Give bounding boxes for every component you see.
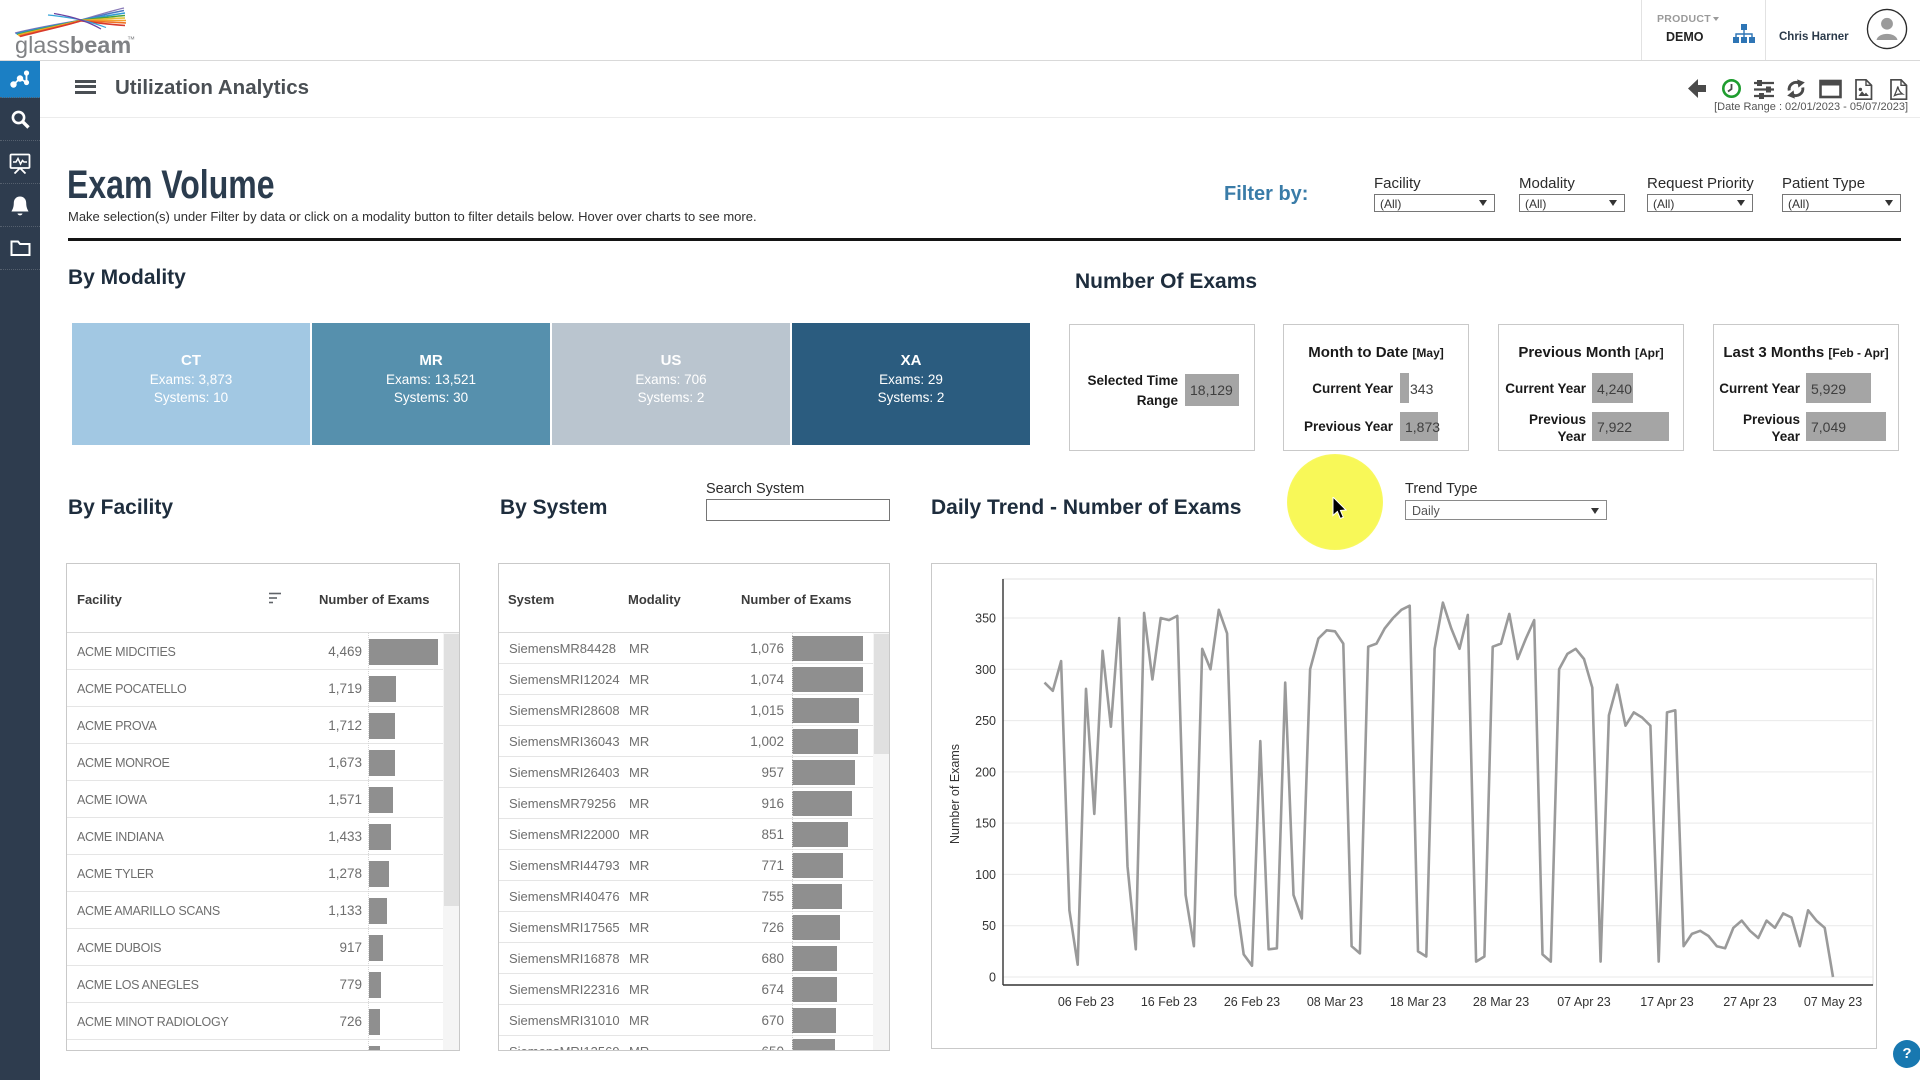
svg-text:50: 50 [982,919,996,933]
svg-text:17 Apr 23: 17 Apr 23 [1640,995,1694,1009]
svg-text:100: 100 [975,868,996,882]
svg-text:08 Mar 23: 08 Mar 23 [1307,995,1363,1009]
svg-text:™: ™ [127,35,135,44]
svg-text:250: 250 [975,714,996,728]
svg-text:350: 350 [975,612,996,626]
svg-text:27 Apr 23: 27 Apr 23 [1723,995,1777,1009]
svg-text:150: 150 [975,817,996,831]
svg-text:Number of Exams: Number of Exams [948,744,962,844]
svg-text:glassbeam: glassbeam [15,32,131,58]
svg-text:28 Mar 23: 28 Mar 23 [1473,995,1529,1009]
svg-text:18 Mar 23: 18 Mar 23 [1390,995,1446,1009]
svg-text:300: 300 [975,663,996,677]
svg-text:26 Feb 23: 26 Feb 23 [1224,995,1280,1009]
svg-text:200: 200 [975,765,996,779]
svg-text:16 Feb 23: 16 Feb 23 [1141,995,1197,1009]
svg-text:07 Apr 23: 07 Apr 23 [1557,995,1611,1009]
svg-text:07 May 23: 07 May 23 [1804,995,1862,1009]
svg-text:0: 0 [989,971,996,985]
svg-text:06 Feb 23: 06 Feb 23 [1058,995,1114,1009]
